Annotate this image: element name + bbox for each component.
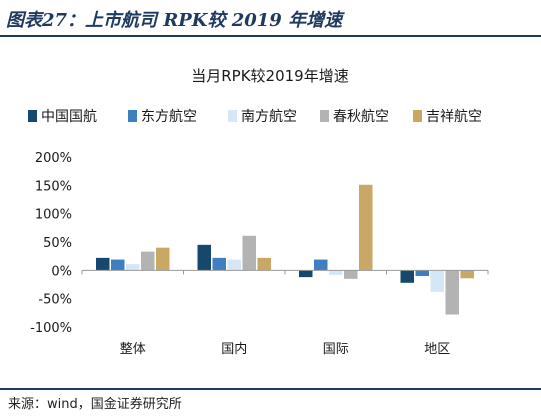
- bar: [445, 270, 459, 315]
- bar: [460, 270, 474, 279]
- bar: [359, 184, 373, 271]
- source-note: 来源：wind，国金证券研究所: [8, 397, 182, 412]
- legend-label: 春秋航空: [333, 109, 389, 125]
- legend-swatch: [28, 110, 37, 122]
- legend-swatch: [228, 110, 237, 122]
- bar: [227, 259, 241, 271]
- legend-label: 东方航空: [141, 109, 197, 125]
- bar: [212, 257, 226, 271]
- bar: [314, 259, 328, 271]
- bar: [415, 270, 429, 276]
- y-tick-label: -100%: [30, 321, 72, 336]
- x-tick-label: 国际: [323, 342, 349, 357]
- bar: [344, 270, 358, 279]
- bar: [257, 257, 271, 271]
- y-tick-label: 100%: [35, 208, 72, 223]
- bar: [126, 264, 140, 271]
- y-tick-label: 50%: [43, 236, 72, 251]
- figure-title: 图表27：上市航司 RPK较 2019 年增速: [6, 10, 343, 31]
- legend-swatch: [413, 110, 422, 122]
- legend-label: 南方航空: [241, 109, 297, 125]
- legend-swatch: [128, 110, 137, 122]
- figure-header: 图表27：上市航司 RPK较 2019 年增速: [0, 0, 541, 37]
- y-tick-label: 200%: [35, 151, 72, 166]
- x-tick-label: 国内: [221, 341, 247, 357]
- header-rule: [0, 35, 541, 37]
- bar: [156, 247, 170, 271]
- y-tick-label: 0%: [51, 264, 72, 279]
- legend-label: 吉祥航空: [426, 109, 482, 125]
- x-tick-label: 地区: [424, 342, 450, 357]
- bar: [299, 270, 313, 278]
- bar: [111, 259, 125, 271]
- bar: [96, 257, 110, 271]
- legend-label: 中国国航: [41, 109, 97, 125]
- bar: [400, 270, 414, 283]
- y-tick-label: -50%: [38, 293, 72, 308]
- bar: [141, 251, 155, 271]
- chart-title: 当月RPK较2019年增速: [191, 67, 348, 85]
- legend-swatch: [320, 110, 329, 122]
- bar: [430, 270, 444, 292]
- footer-rule: [0, 388, 541, 390]
- x-tick-label: 整体: [120, 342, 146, 357]
- y-tick-label: 150%: [35, 179, 72, 194]
- bar: [197, 244, 211, 271]
- bar: [329, 270, 343, 275]
- bar: [242, 235, 256, 271]
